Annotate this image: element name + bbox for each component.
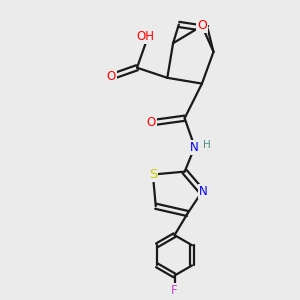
Text: F: F — [171, 284, 178, 297]
Text: N: N — [199, 185, 208, 198]
Text: N: N — [190, 141, 199, 154]
Text: O: O — [106, 70, 116, 83]
Text: OH: OH — [137, 30, 155, 43]
Text: O: O — [147, 116, 156, 129]
Text: H: H — [203, 140, 211, 150]
Text: S: S — [149, 168, 157, 181]
Text: O: O — [197, 20, 207, 32]
